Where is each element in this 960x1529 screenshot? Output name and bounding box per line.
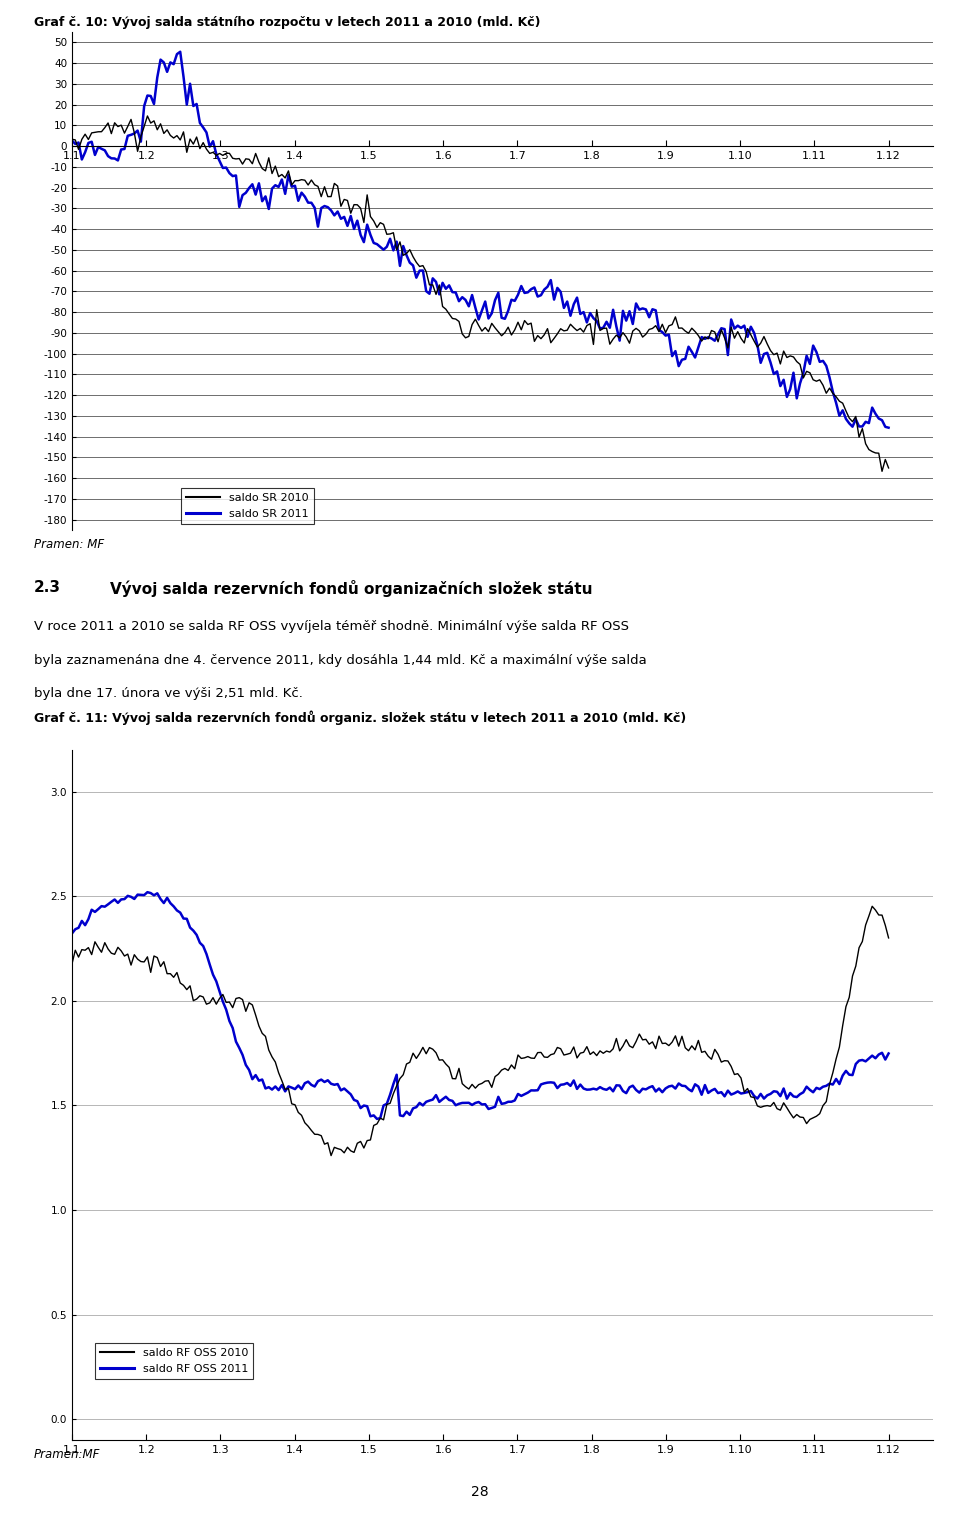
Text: Pramen:MF: Pramen:MF [34, 1448, 100, 1460]
Text: Graf č. 11: Vývoj salda rezervních fondů organiz. složek státu v letech 2011 a 2: Graf č. 11: Vývoj salda rezervních fondů… [34, 711, 685, 725]
Text: Vývoj salda rezervních fondů organizačních složek státu: Vývoj salda rezervních fondů organizační… [110, 579, 593, 596]
Text: 2.3: 2.3 [34, 579, 60, 595]
Text: byla dne 17. února ve výši 2,51 mld. Kč.: byla dne 17. února ve výši 2,51 mld. Kč. [34, 687, 302, 700]
Text: V roce 2011 a 2010 se salda RF OSS vyvíjela téměř shodně. Minimální výše salda R: V roce 2011 a 2010 se salda RF OSS vyvíj… [34, 619, 629, 633]
Legend: saldo RF OSS 2010, saldo RF OSS 2011: saldo RF OSS 2010, saldo RF OSS 2011 [95, 1342, 253, 1379]
Text: Pramen: MF: Pramen: MF [34, 538, 104, 550]
Text: byla zaznamenána dne 4. července 2011, kdy dosáhla 1,44 mld. Kč a maximální výše: byla zaznamenána dne 4. července 2011, k… [34, 653, 646, 667]
Legend: saldo SR 2010, saldo SR 2011: saldo SR 2010, saldo SR 2011 [180, 488, 314, 524]
Text: 28: 28 [471, 1485, 489, 1498]
Text: Graf č. 10: Vývoj salda státního rozpočtu v letech 2011 a 2010 (mld. Kč): Graf č. 10: Vývoj salda státního rozpočt… [34, 15, 540, 29]
